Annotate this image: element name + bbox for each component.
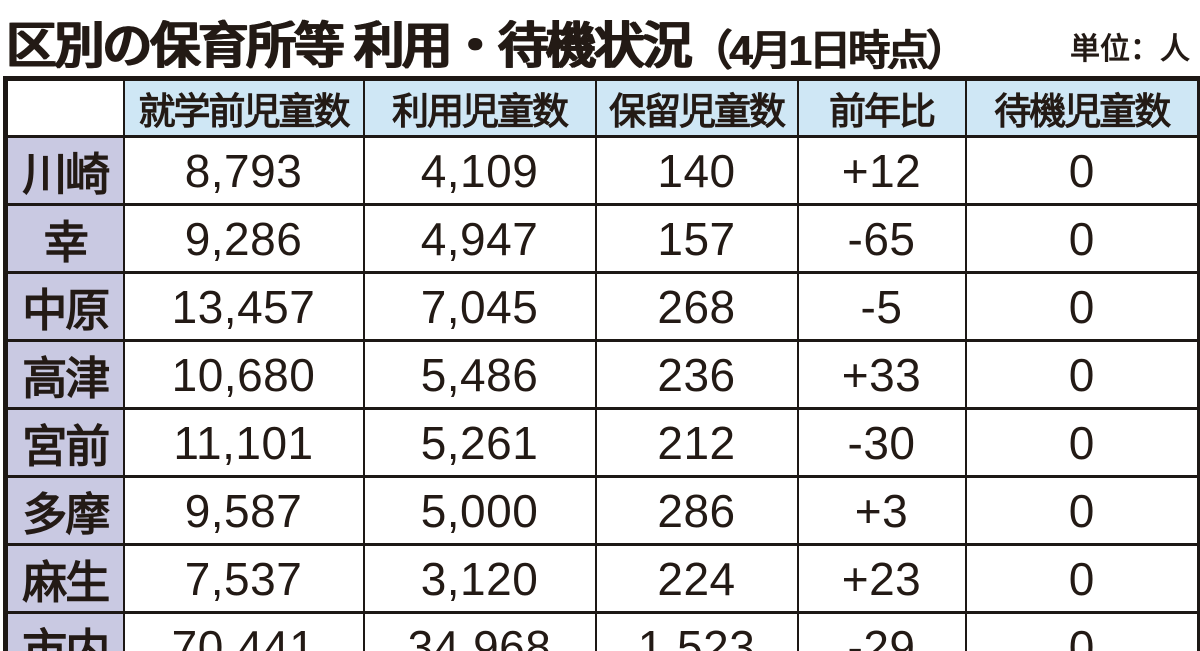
cell-preschool: 9,587	[122, 475, 365, 546]
unit-label: 単位：人	[1070, 33, 1190, 66]
cell-yoy: -29	[796, 611, 967, 651]
cell-enrolled: 4,947	[362, 203, 597, 274]
cell-enrolled: 5,261	[362, 407, 597, 478]
cell-enrolled: 3,120	[362, 543, 597, 614]
col-header-preschool-children: 就学前児童数	[122, 77, 365, 138]
cell-pending: 140	[594, 135, 799, 206]
row-label-citywide: 市内	[4, 611, 125, 651]
cell-preschool: 9,286	[122, 203, 365, 274]
cell-yoy: -65	[796, 203, 967, 274]
page-title-text: 区別の保育所等 利用・待機状況	[6, 18, 692, 74]
cell-preschool: 70,441	[122, 611, 365, 651]
cell-pending: 1,523	[594, 611, 799, 651]
cell-pending: 268	[594, 271, 799, 342]
cell-waitlisted: 0	[964, 407, 1200, 478]
cell-waitlisted: 0	[964, 475, 1200, 546]
title-bar: 区別の保育所等 利用・待機状況 （4月1日時点） 単位：人	[0, 0, 1200, 74]
row-label-miyamae: 宮前	[4, 407, 125, 478]
row-label-kawasaki: 川崎	[4, 135, 125, 206]
header-row: 就学前児童数 利用児童数 保留児童数 前年比 待機児童数	[4, 77, 1200, 138]
row-label-asao: 麻生	[4, 543, 125, 614]
col-header-enrolled-children: 利用児童数	[362, 77, 597, 138]
cell-yoy: +23	[796, 543, 967, 614]
cell-pending: 286	[594, 475, 799, 546]
cell-yoy: -5	[796, 271, 967, 342]
cell-preschool: 8,793	[122, 135, 365, 206]
cell-waitlisted: 0	[964, 611, 1200, 651]
cell-pending: 157	[594, 203, 799, 274]
cell-yoy: +3	[796, 475, 967, 546]
row-label-saiwai: 幸	[4, 203, 125, 274]
cell-enrolled: 5,486	[362, 339, 597, 410]
col-header-yoy-change: 前年比	[796, 77, 967, 138]
row-label-tama: 多摩	[4, 475, 125, 546]
cell-pending: 224	[594, 543, 799, 614]
cell-preschool: 10,680	[122, 339, 365, 410]
cell-preschool: 11,101	[122, 407, 365, 478]
cell-preschool: 7,537	[122, 543, 365, 614]
cell-preschool: 13,457	[122, 271, 365, 342]
cell-yoy: +12	[796, 135, 967, 206]
cell-enrolled: 34,968	[362, 611, 597, 651]
page-title-date: （4月1日時点）	[689, 26, 968, 74]
cell-waitlisted: 0	[964, 203, 1200, 274]
row-label-nakahara: 中原	[4, 271, 125, 342]
cell-enrolled: 4,109	[362, 135, 597, 206]
table-row-citywide: 市内 70,441 34,968 1,523 -29 0	[4, 611, 1200, 651]
row-label-takatsu: 高津	[4, 339, 125, 410]
table-row-takatsu: 高津 10,680 5,486 236 +33 0	[4, 339, 1200, 410]
table-row-saiwai: 幸 9,286 4,947 157 -65 0	[4, 203, 1200, 274]
cell-waitlisted: 0	[964, 339, 1200, 410]
cell-enrolled: 7,045	[362, 271, 597, 342]
cell-enrolled: 5,000	[362, 475, 597, 546]
table-row-asao: 麻生 7,537 3,120 224 +23 0	[4, 543, 1200, 614]
cell-waitlisted: 0	[964, 135, 1200, 206]
cell-pending: 212	[594, 407, 799, 478]
page-title: 区別の保育所等 利用・待機状況 （4月1日時点）	[6, 18, 968, 74]
cell-pending: 236	[594, 339, 799, 410]
cell-waitlisted: 0	[964, 271, 1200, 342]
cell-yoy: +33	[796, 339, 967, 410]
col-header-pending-children: 保留児童数	[594, 77, 799, 138]
cell-yoy: -30	[796, 407, 967, 478]
table-row-kawasaki: 川崎 8,793 4,109 140 +12 0	[4, 135, 1200, 206]
col-header-waitlisted-children: 待機児童数	[964, 77, 1200, 138]
table-row-miyamae: 宮前 11,101 5,261 212 -30 0	[4, 407, 1200, 478]
corner-cell	[4, 77, 125, 138]
table-row-nakahara: 中原 13,457 7,045 268 -5 0	[4, 271, 1200, 342]
ward-childcare-table: 就学前児童数 利用児童数 保留児童数 前年比 待機児童数 川崎 8,793 4,…	[3, 76, 1200, 651]
table-row-tama: 多摩 9,587 5,000 286 +3 0	[4, 475, 1200, 546]
cell-waitlisted: 0	[964, 543, 1200, 614]
